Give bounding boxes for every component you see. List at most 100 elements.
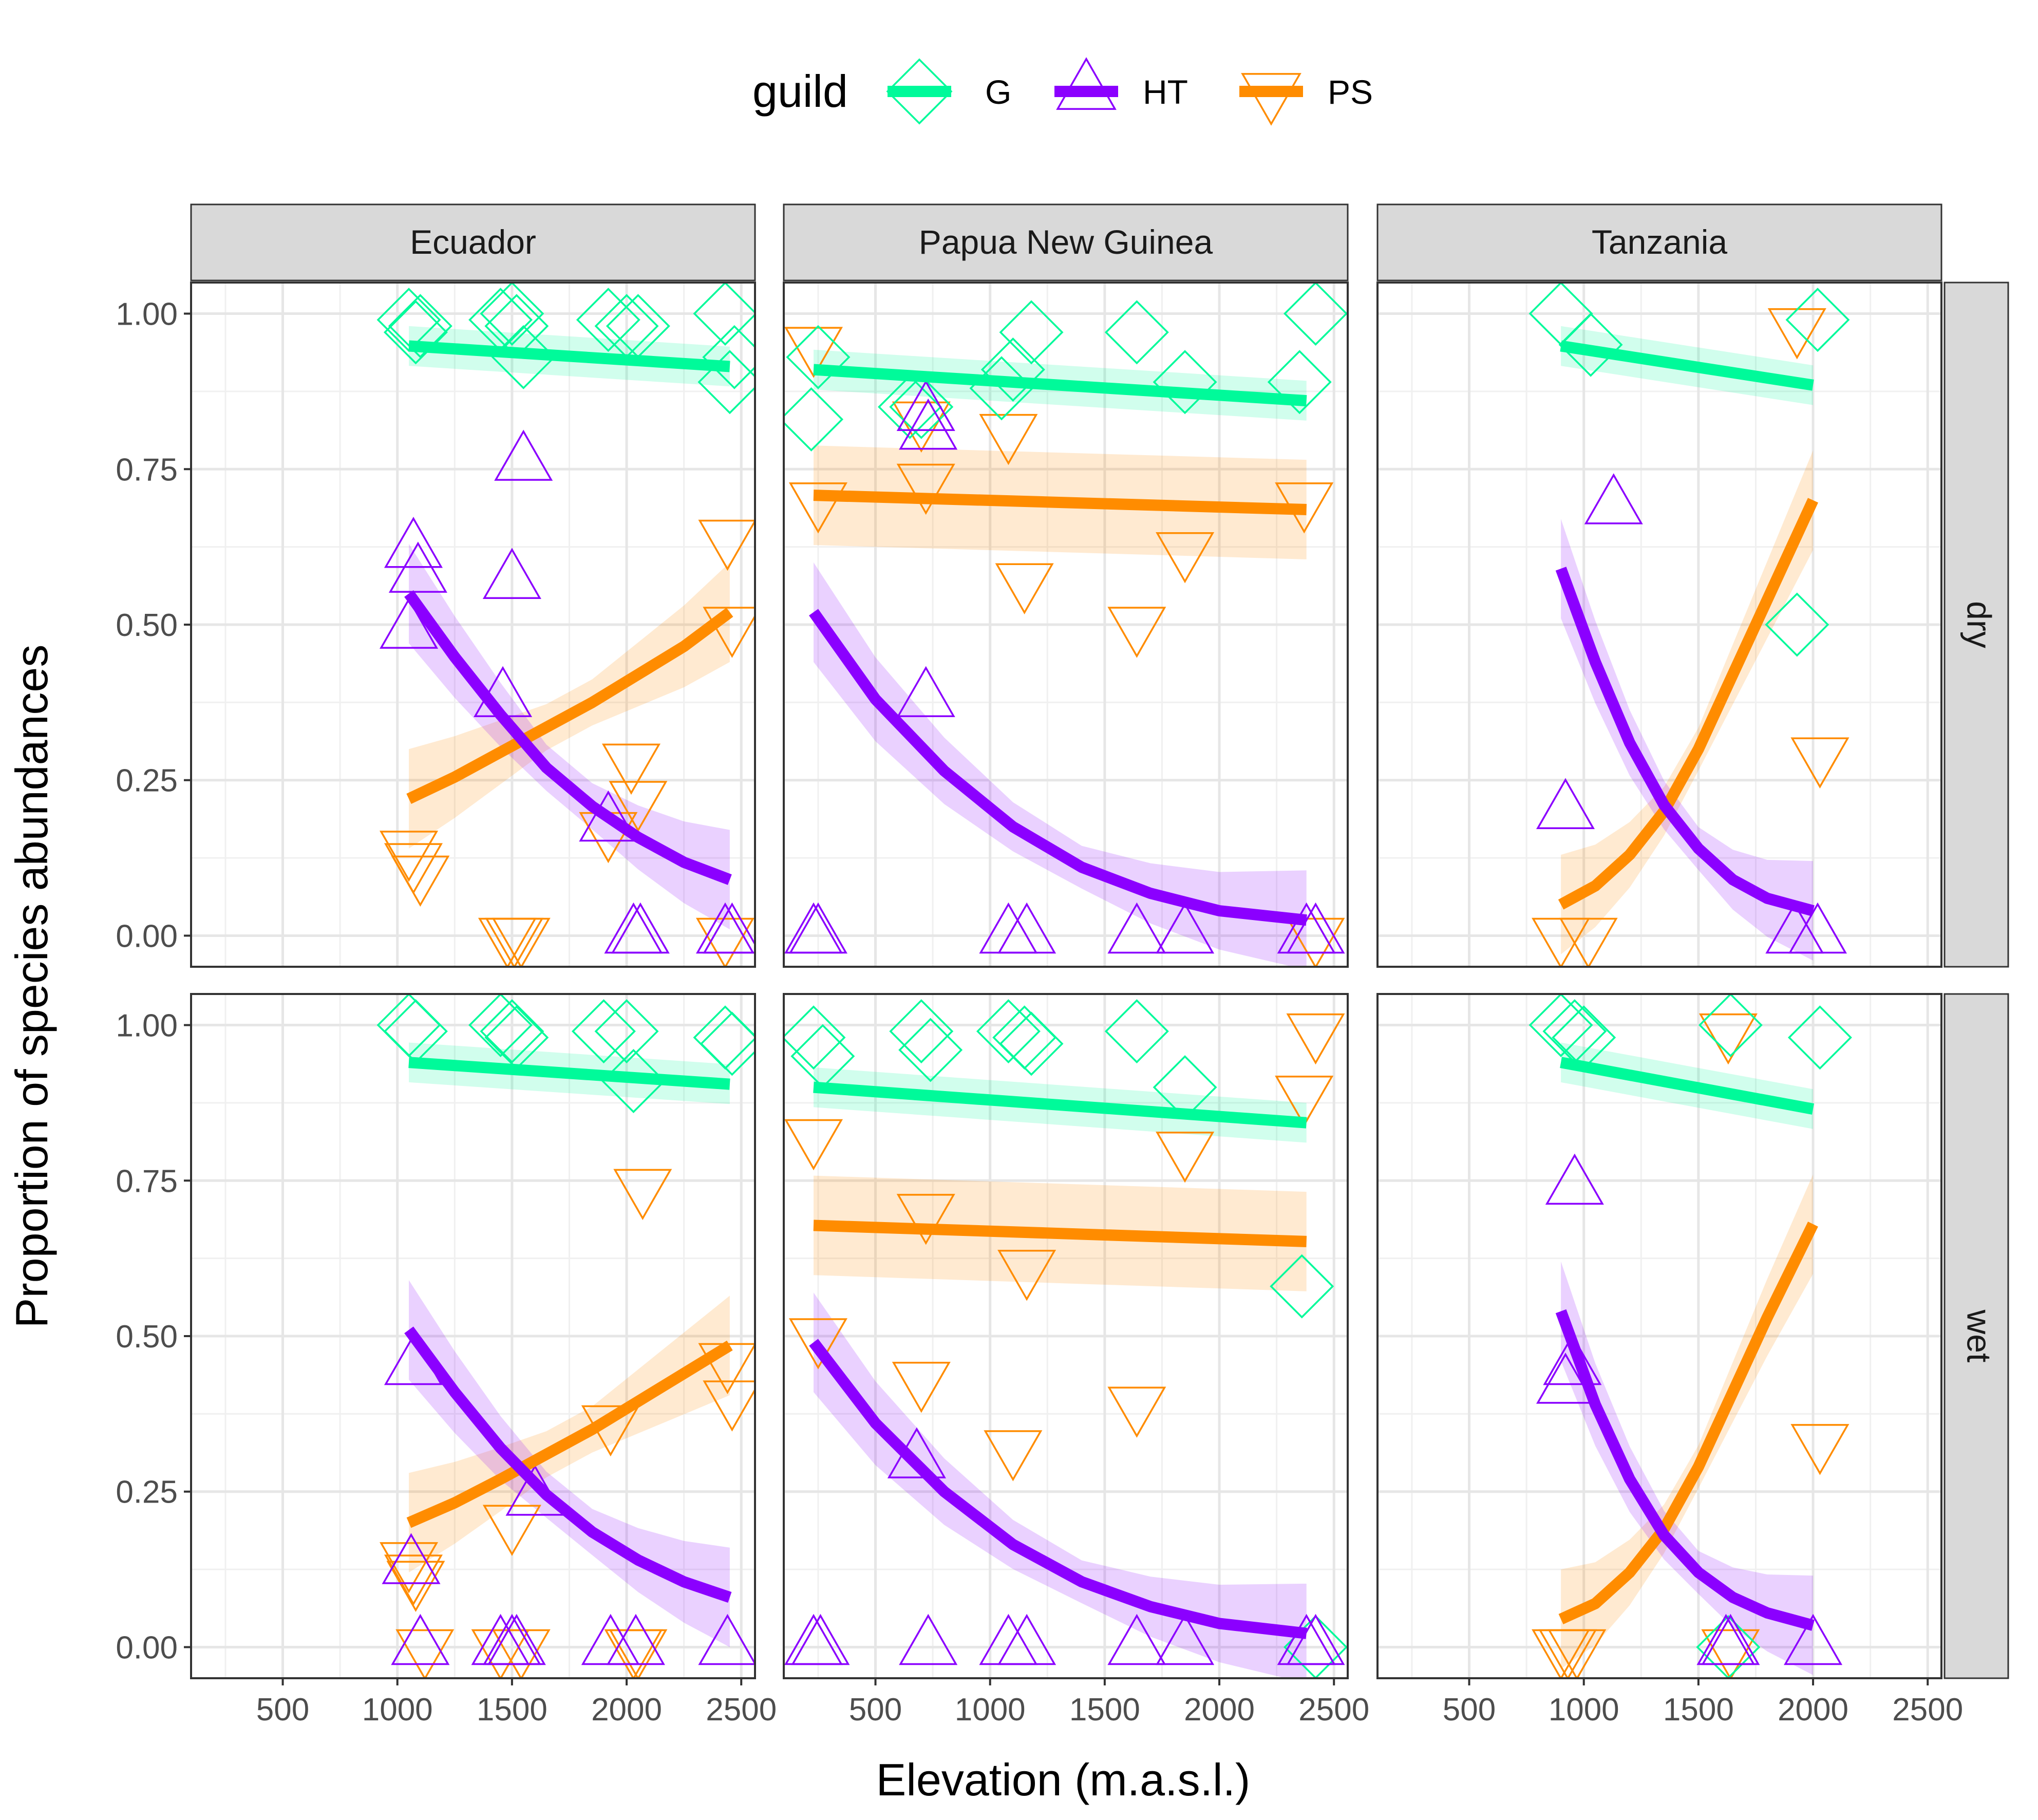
data-point-ps [896,1194,955,1245]
data-point-g [480,999,544,1064]
data-point-g [999,300,1064,365]
fit-line-g [1560,1057,1815,1115]
data-point-ht [388,541,447,593]
x-tick-label: 2500 [1892,1692,1963,1728]
data-point-ht [1107,902,1166,954]
data-point-ht [494,429,553,481]
data-point-ht [1543,1334,1602,1385]
y-tick-label: 0.50 [116,1319,178,1355]
fit-line-ht [1555,567,1815,916]
data-point-ps [788,1318,847,1369]
data-point-ht [380,597,439,649]
strip-papua-new-guinea: Papua New Guinea [783,203,1349,282]
data-point-ps [1275,1076,1334,1127]
data-point-g [889,374,954,439]
data-point-g [1267,350,1332,415]
y-tick-label: 0.75 [116,1164,178,1199]
data-point-g [1104,300,1169,365]
data-point-ps [784,327,843,378]
fit-line-ht [404,1326,732,1603]
strip-background [1376,203,1942,282]
fit-line-ht [809,1339,1307,1639]
legend-label: G [985,73,1011,111]
data-point-ht [391,1613,450,1665]
data-point-ps [1559,917,1618,967]
data-point-g [1284,283,1348,346]
y-tick-label: 1.00 [116,1008,178,1044]
x-tick-label: 2000 [591,1692,662,1728]
data-point-g [468,994,533,1058]
plot-area [376,994,755,1678]
data-point-g [786,325,851,389]
data-point-ps [695,917,755,967]
plot-area [1528,283,1850,967]
data-point-g [693,283,755,346]
confidence-band-ps [1561,450,1813,954]
fit-line-g [813,1081,1307,1129]
y-tick-label: 0.75 [116,452,178,487]
data-point-ps [1790,737,1850,789]
x-tick-label: 2000 [1778,1692,1848,1728]
data-point-ps [997,1250,1056,1301]
data-point-ps [896,463,955,515]
x-tick-label: 1500 [1069,1692,1140,1728]
panel-ecuador-dry: 0.00 0.25 0.50 0.75 1.00 [116,282,756,968]
x-tick-label: 1500 [1663,1692,1734,1728]
confidence-band-ps [409,1296,730,1573]
panel-border [1376,993,1942,1679]
panel-papua-new-guinea-dry [783,282,1349,968]
panel-tanzania-dry [1376,282,1942,968]
plot-area [784,283,1348,967]
fit-line-ht [1555,1309,1815,1631]
panel-ecuador-wet: 0.00 0.25 0.50 0.75 1.00 500 1000 1500 2000 2500 [116,993,777,1728]
data-point-ps [391,855,450,907]
data-point-ht [1286,902,1345,954]
strip-label: Tanzania [1592,223,1727,261]
fit-line-ps [406,1340,733,1528]
data-point-ps [995,563,1054,614]
strip-label: Ecuador [410,223,536,261]
data-point-ps [892,401,951,453]
strip-label: dry [1960,601,1998,648]
data-point-ps [1156,1131,1215,1183]
fit-line-g [408,1057,730,1090]
x-tick-label: 500 [849,1692,902,1728]
data-point-g [480,283,544,346]
data-point-ht [1545,1153,1604,1205]
data-point-ps [492,917,551,967]
data-point-ht [1536,778,1595,830]
data-point-ps [703,1380,755,1432]
data-point-ht [791,1613,850,1665]
strip-wet: wet [1943,993,2009,1679]
data-point-ps [703,607,755,658]
x-tick-label: 2500 [706,1692,777,1728]
legend: guild G HT PS [752,57,1373,126]
data-point-ht [1286,1613,1345,1665]
plot-area [784,999,1348,1678]
data-point-ht [1107,1613,1166,1665]
data-point-ht [703,902,755,954]
data-point-ps [609,1629,668,1678]
data-point-ht [382,1533,441,1584]
data-point-g [1785,288,1850,352]
data-point-ht [1584,473,1643,524]
data-point-ps [384,1554,443,1606]
confidence-band-ht [409,543,730,930]
confidence-band-ps [1561,1174,1813,1669]
x-tick-label: 500 [256,1692,309,1728]
strip-label: wet [1960,1309,1998,1363]
data-point-ps [1701,1629,1760,1678]
data-point-ht [579,790,638,842]
data-point-g [784,387,844,452]
data-point-ht [899,398,958,450]
plot-area [1528,994,1852,1678]
fit-line-ps [406,607,733,804]
panel-border [783,993,1349,1679]
data-point-g [980,337,1045,402]
data-point-ps [788,482,847,534]
grid [191,283,755,967]
data-point-ps [1286,1013,1345,1065]
data-point-ps [380,1542,439,1593]
data-point-ht [1784,1613,1843,1665]
data-point-ps [1107,607,1166,658]
